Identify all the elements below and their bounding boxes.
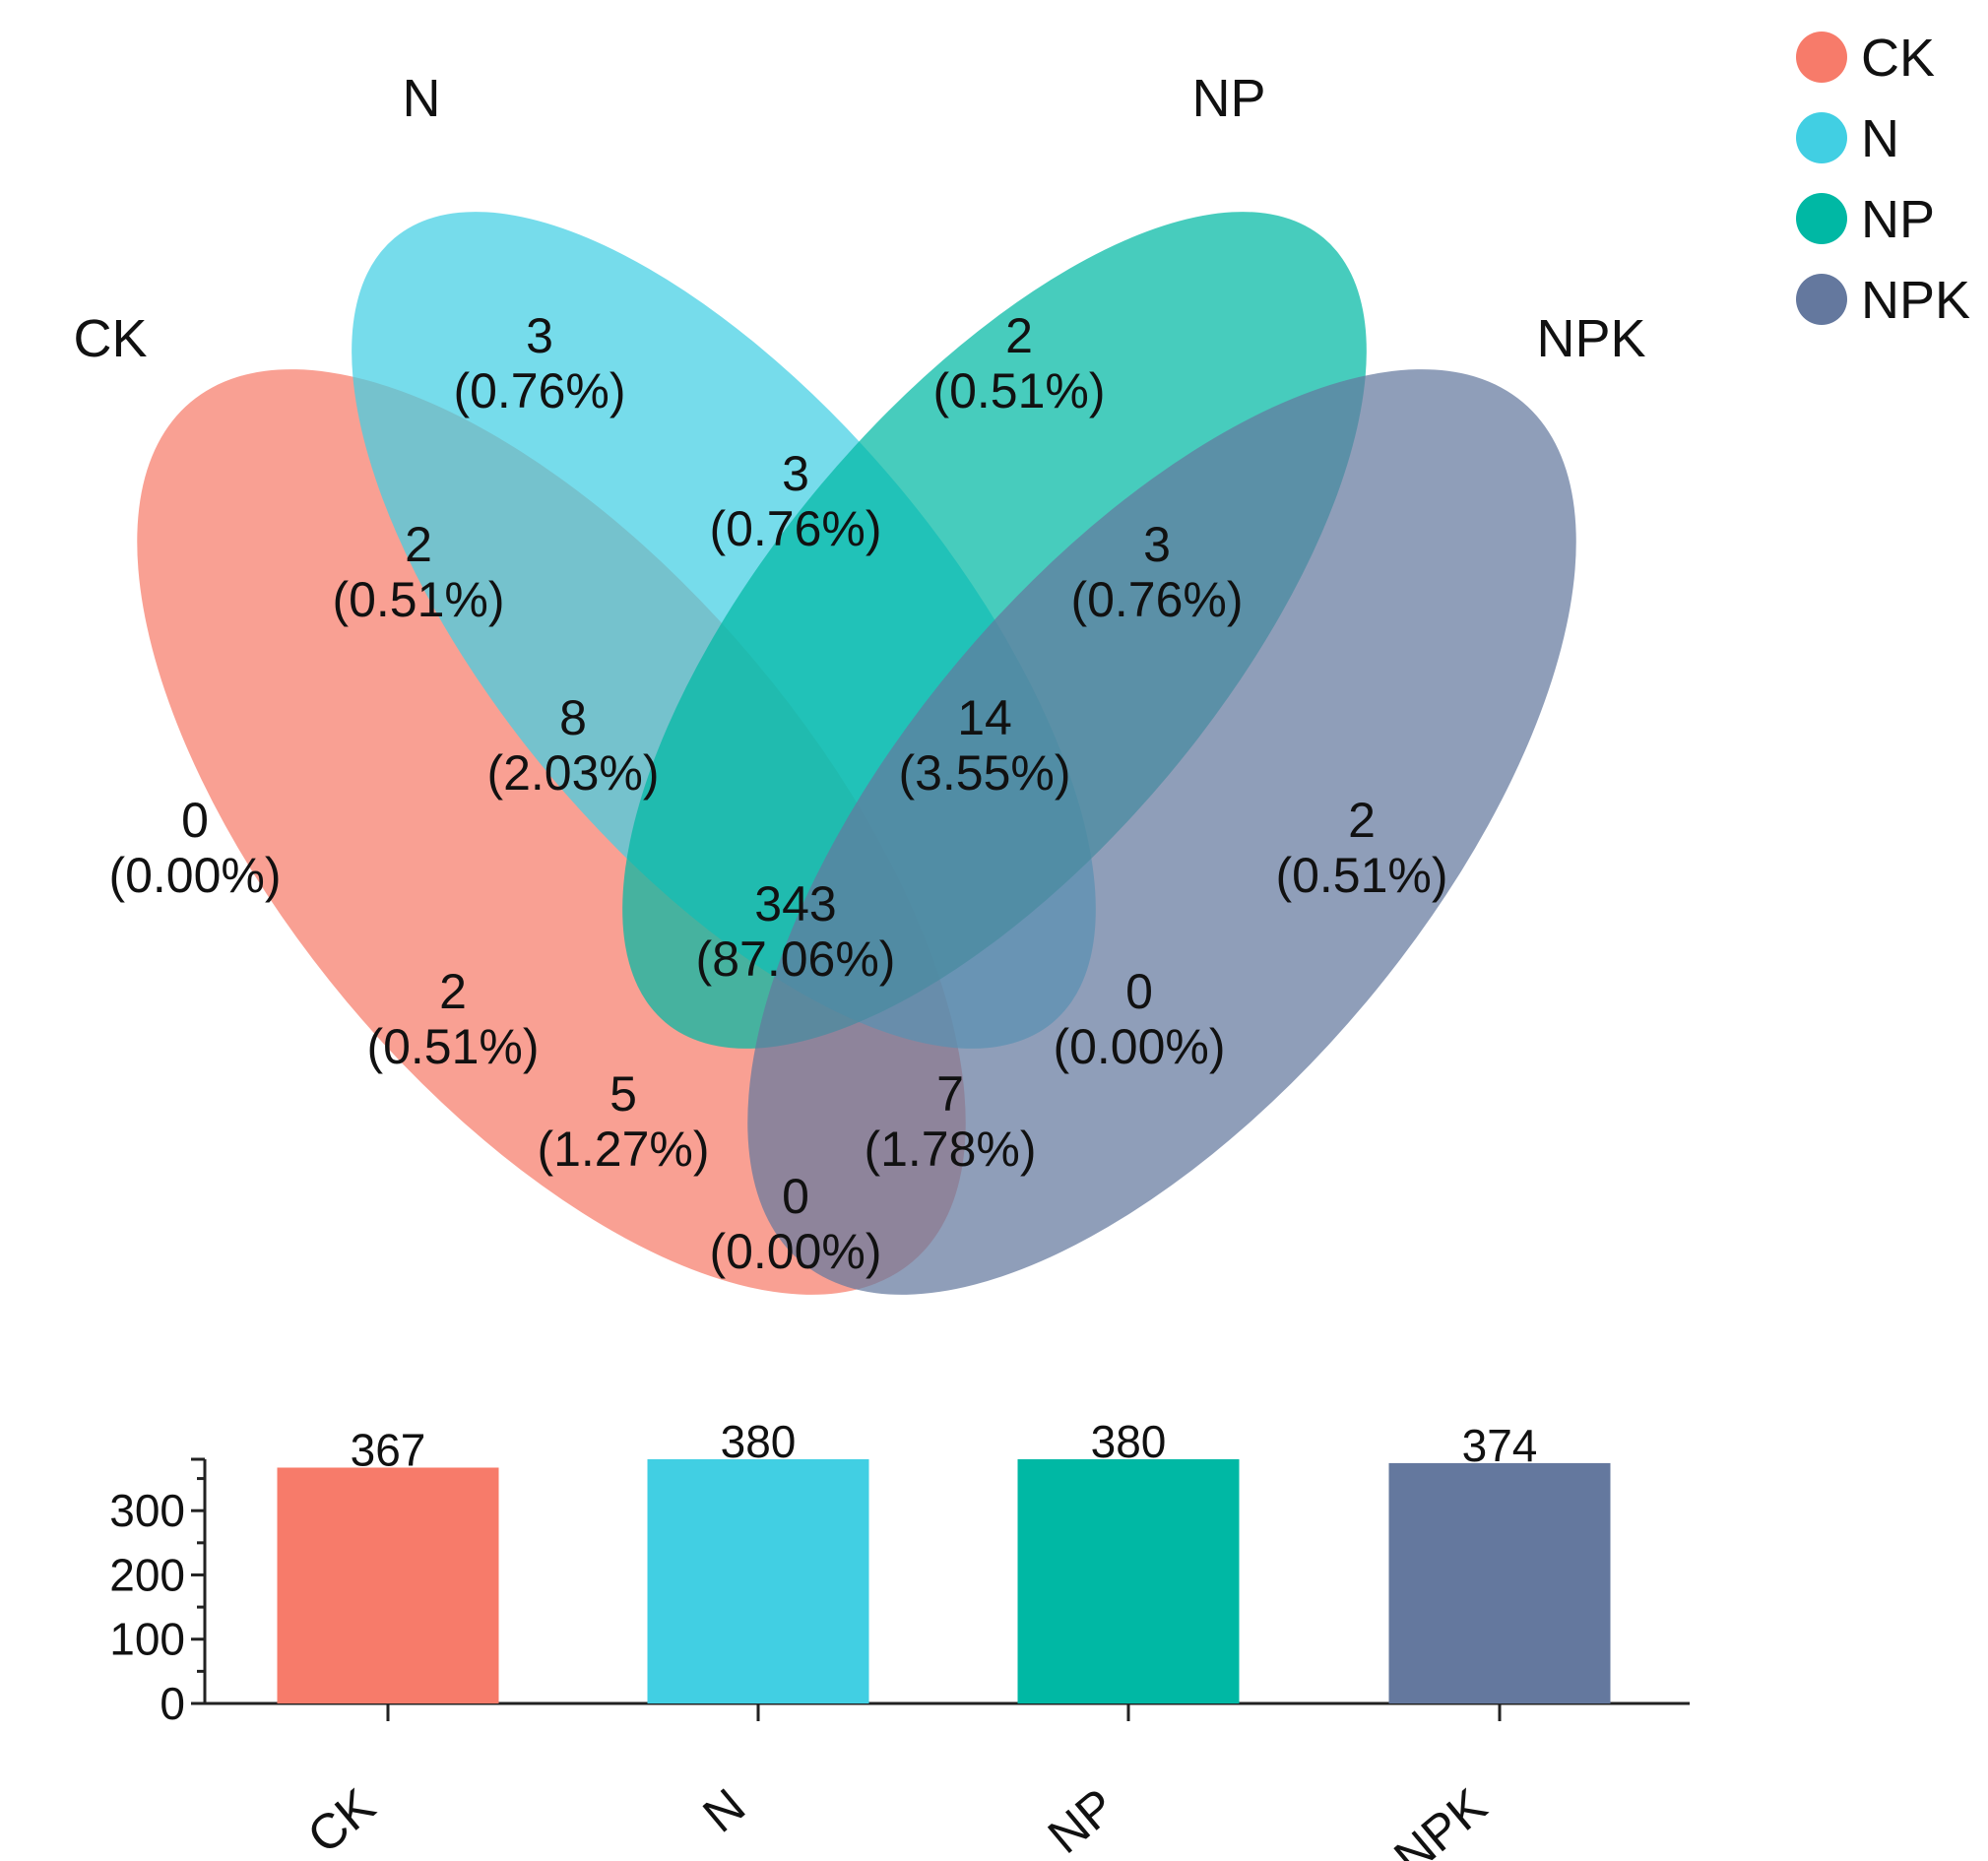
region-percent: (0.76%) [453, 363, 625, 418]
set-title-npk: NPK [1536, 309, 1645, 368]
region-count: 2 [1348, 793, 1376, 848]
bar-np [1017, 1459, 1240, 1703]
bar-value-label: 374 [1462, 1420, 1538, 1471]
region-count: 0 [782, 1169, 809, 1224]
region-count: 3 [526, 308, 553, 363]
venn-region-ck-n-npk: 7(1.78%) [864, 1066, 1036, 1177]
venn-region-n-only: 3(0.76%) [453, 308, 625, 418]
y-tick-label: 200 [109, 1549, 185, 1600]
region-percent: (0.76%) [1070, 572, 1243, 627]
bar-value-label: 367 [351, 1424, 426, 1475]
legend-item-npk: NPK [1796, 271, 1970, 330]
legend-label: NP [1861, 190, 1935, 249]
set-title-np: NP [1191, 69, 1265, 128]
bar-value-label: 380 [721, 1416, 797, 1467]
venn-region-ck-np: 2(0.51%) [366, 964, 539, 1074]
region-count: 8 [559, 690, 587, 745]
bar-marks: 367 CK 380 N 380 NP 374 NPK [277, 1416, 1611, 1861]
set-size-bar-chart: 0 100 200 300 367 CK 380 N 380 NP 374 NPK [109, 1416, 1690, 1861]
legend-item-np: NP [1796, 190, 1935, 249]
venn-ellipse-npk [747, 369, 1576, 1295]
legend-label: CK [1861, 29, 1935, 88]
region-count: 0 [181, 793, 209, 848]
legend-swatch [1796, 112, 1847, 163]
region-count: 343 [754, 876, 836, 931]
bar-npk [1388, 1462, 1611, 1703]
venn-ellipses [137, 212, 1576, 1295]
region-percent: (0.76%) [709, 501, 881, 556]
venn-set-titles: CK N NP NPK [73, 69, 1645, 368]
venn-region-all: 343(87.06%) [696, 876, 896, 987]
region-count: 0 [1125, 964, 1153, 1019]
region-percent: (87.06%) [696, 931, 896, 987]
region-percent: (3.55%) [898, 745, 1070, 801]
bar-n [647, 1459, 869, 1703]
venn-region-ck-only: 0(0.00%) [108, 793, 281, 903]
venn-region-ck-npk: 0(0.00%) [709, 1169, 881, 1279]
region-count: 2 [439, 964, 467, 1019]
region-percent: (0.51%) [332, 572, 504, 627]
legend-label: N [1861, 109, 1899, 168]
x-category-label: CK [297, 1778, 385, 1861]
region-percent: (2.03%) [486, 745, 659, 801]
legend-item-ck: CK [1796, 29, 1935, 88]
venn-region-n-np: 3(0.76%) [709, 446, 881, 556]
y-tick-label: 0 [160, 1678, 185, 1729]
y-tick-label: 100 [109, 1614, 185, 1665]
region-count: 3 [782, 446, 809, 501]
venn-region-npk-only: 2(0.51%) [1275, 793, 1447, 903]
venn-region-labels: 3(0.76%)2(0.51%)3(0.76%)2(0.51%)3(0.76%)… [108, 308, 1447, 1279]
region-count: 2 [1005, 308, 1033, 363]
region-percent: (0.51%) [366, 1019, 539, 1074]
legend-swatch [1796, 193, 1847, 244]
venn-region-n-npk: 0(0.00%) [1053, 964, 1225, 1074]
region-percent: (0.00%) [1053, 1019, 1225, 1074]
region-percent: (0.00%) [108, 848, 281, 903]
region-percent: (1.78%) [864, 1122, 1036, 1177]
region-percent: (0.51%) [932, 363, 1105, 418]
region-count: 2 [405, 517, 432, 572]
region-count: 5 [609, 1066, 637, 1122]
region-count: 3 [1143, 517, 1171, 572]
set-title-ck: CK [73, 309, 147, 368]
x-category-label: NPK [1383, 1778, 1497, 1861]
legend-item-n: N [1796, 109, 1899, 168]
legend-label: NPK [1861, 271, 1970, 330]
x-category-label: NP [1038, 1778, 1125, 1861]
bar-value-label: 380 [1091, 1416, 1167, 1467]
legend-swatch [1796, 32, 1847, 83]
set-title-n: N [403, 69, 441, 128]
x-category-label: N [692, 1778, 755, 1843]
region-percent: (1.27%) [537, 1122, 709, 1177]
venn-region-np-npk: 3(0.76%) [1070, 517, 1243, 627]
venn-region-np-only: 2(0.51%) [932, 308, 1105, 418]
bar-ck [277, 1467, 499, 1703]
venn-region-ck-np-npk: 5(1.27%) [537, 1066, 709, 1177]
venn-region-ck-n-np: 8(2.03%) [486, 690, 659, 801]
legend: CK N NP NPK [1796, 29, 1970, 330]
y-tick-label: 300 [109, 1485, 185, 1536]
region-percent: (0.51%) [1275, 848, 1447, 903]
legend-swatch [1796, 274, 1847, 325]
venn-region-n-np-npk: 14(3.55%) [898, 690, 1070, 801]
region-count: 7 [936, 1066, 964, 1122]
venn-region-ck-n: 2(0.51%) [332, 517, 504, 627]
region-count: 14 [957, 690, 1012, 745]
region-percent: (0.00%) [709, 1224, 881, 1279]
